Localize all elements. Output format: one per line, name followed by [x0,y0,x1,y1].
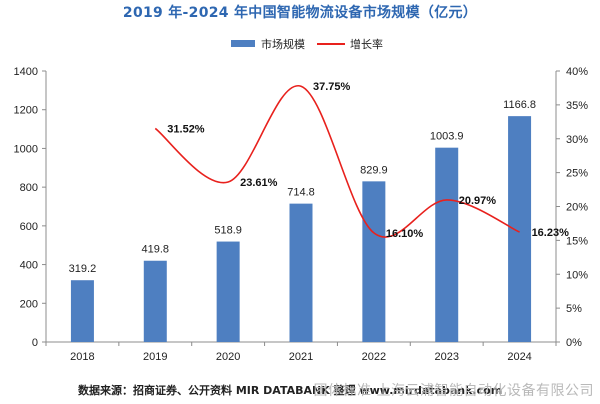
chart-title: 2019 年-2024 年中国智能物流设备市场规模（亿元） [122,5,478,21]
right-tick-label: 35% [566,100,588,112]
legend-line-label: 增长率 [350,37,383,51]
bar-value-label: 829.9 [360,164,388,176]
x-tick-label: 2023 [434,351,458,363]
bar-2018 [70,280,94,342]
left-tick-label: 600 [20,221,38,233]
source-note: 数据来源：招商证券、公开资料 MIR DATABANK 整理 www.mirda… [78,384,503,397]
right-tick-label: 15% [566,235,588,247]
left-tick-label: 1400 [14,66,38,78]
bar-2021 [289,203,313,342]
right-tick-label: 10% [566,269,588,281]
right-tick-label: 0% [566,337,582,349]
data-labels: 319.2 419.8 518.9 714.8 829.9 1003.9 1166.8 31.… [69,81,569,275]
bar-value-label: 319.2 [69,263,97,275]
right-tick-label: 5% [566,303,582,315]
right-tick-label: 20% [566,202,588,214]
bar-value-label: 1166.8 [503,99,536,111]
growth-value-label: 16.10% [386,228,424,240]
growth-line [154,85,520,238]
x-tick-label: 2021 [289,351,313,363]
right-tick-label: 30% [566,134,588,146]
growth-value-label: 31.52% [167,123,205,135]
left-tick-label: 200 [20,298,38,310]
x-tick-label: 2018 [70,351,94,363]
watermark: 团体标准 上海云浦智能自动化设备有限公司 [313,383,594,399]
legend-bar-label: 市场规模 [261,37,305,51]
x-tick-label: 2022 [362,351,386,363]
left-tick-label: 1200 [14,105,38,117]
bar-value-label: 419.8 [142,244,170,256]
x-tick-label: 2020 [216,351,240,363]
left-tick-label: 0 [32,337,38,349]
x-tick-label: 2024 [507,351,531,363]
x-tick-label: 2019 [143,351,167,363]
legend: 市场规模 增长率 [231,37,383,51]
bar-2022 [362,181,386,342]
bar-value-label: 714.8 [287,187,315,199]
growth-value-label: 20.97% [459,195,497,207]
left-tick-label: 1000 [14,143,38,155]
growth-value-label: 16.23% [532,227,570,239]
legend-bar-swatch [231,40,255,47]
left-tick-label: 400 [20,260,38,272]
bar-2020 [216,241,240,342]
growth-line-path [154,85,520,238]
right-tick-label: 40% [566,66,588,78]
bar-value-label: 1003.9 [430,131,464,143]
bar-2019 [143,260,167,342]
right-tick-label: 25% [566,168,588,180]
growth-value-label: 23.61% [240,177,278,189]
left-tick-label: 800 [20,182,38,194]
bar-value-label: 518.9 [214,225,242,237]
growth-value-label: 37.75% [313,81,351,93]
bar-2023 [435,147,459,342]
bar-2024 [508,116,532,342]
bars [70,116,532,342]
